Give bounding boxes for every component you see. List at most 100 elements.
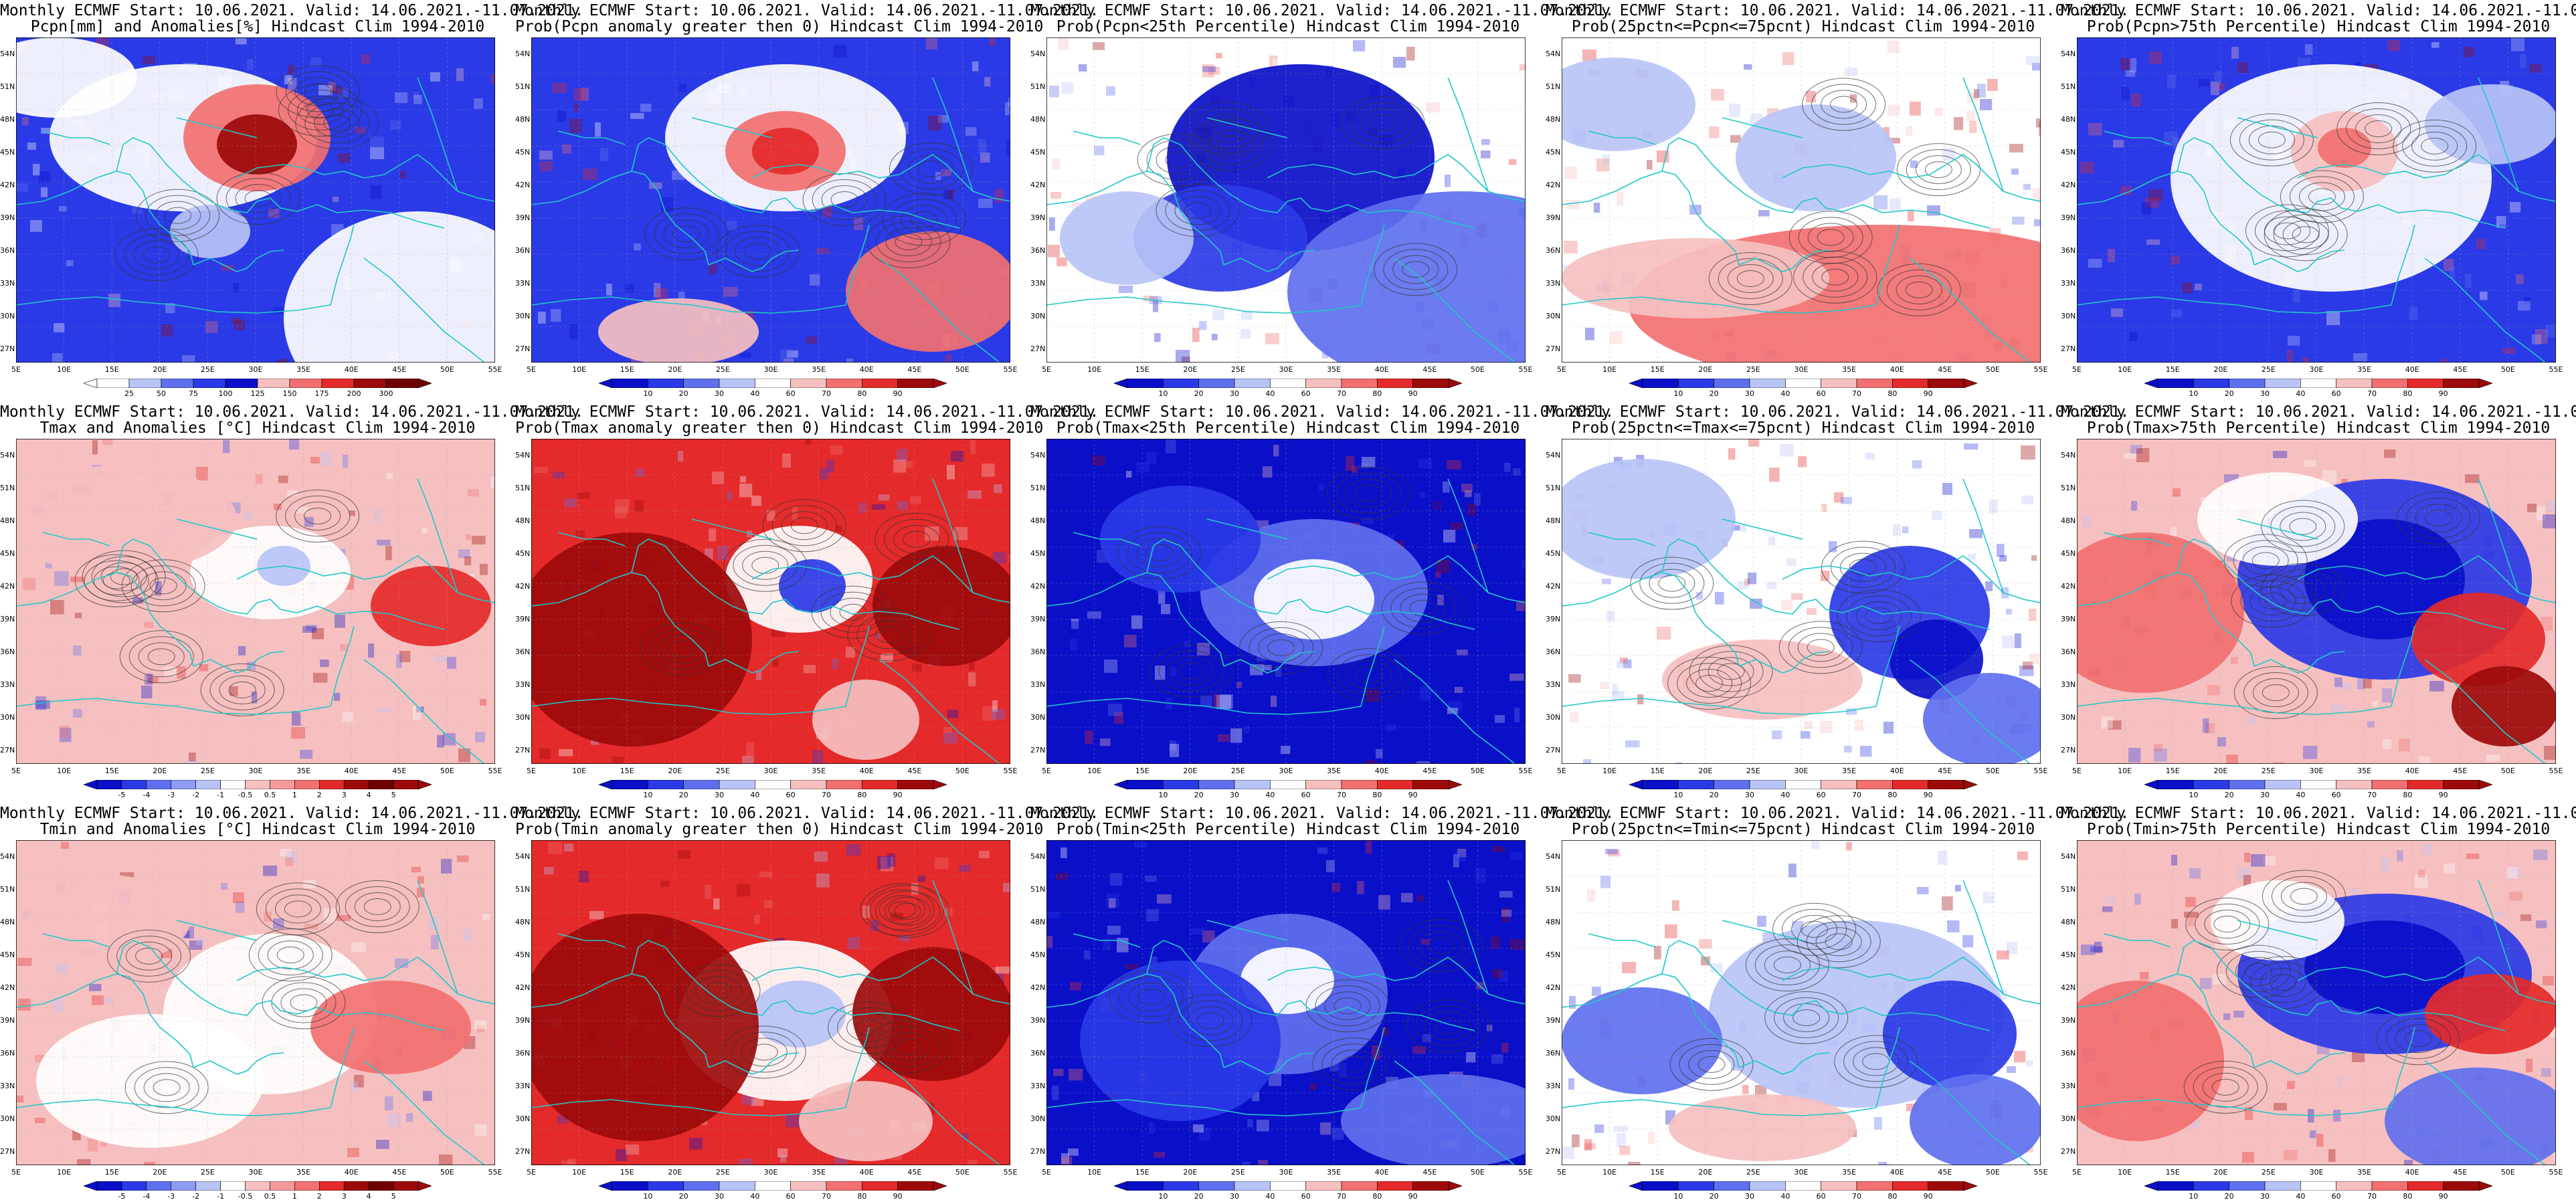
lat-label: 30N [1030,713,1046,722]
lon-label: 35E [296,365,311,374]
panel-title-line2: Prob(Tmax<25th Percentile) Hindcast Clim… [1056,419,1520,437]
lon-label: 45E [2453,767,2468,775]
map-canvas [2077,439,2556,764]
colorbar-tick-label: 60 [1301,791,1311,799]
lat-label: 45N [2061,950,2076,959]
lat-label: 39N [1546,1016,1561,1025]
lat-label: 54N [515,852,531,861]
lon-label: 45E [1938,767,1952,775]
lat-label: 54N [1030,451,1046,460]
lat-label: 51N [2061,484,2076,492]
colorbar-tick-label: 30 [2260,389,2270,398]
lon-label: 35E [812,767,826,775]
lat-label: 51N [2061,82,2076,91]
colorbar-tick-label: 60 [786,1192,796,1201]
colorbar-ticks: 10 20 30 40 60 70 80 90 [2144,791,2492,800]
lon-label: 20E [668,1168,682,1177]
lon-label: 50E [440,365,454,374]
lat-label: 45N [515,549,531,558]
lon-label: 15E [620,767,634,775]
lon-label: 55E [1003,1168,1018,1177]
colorbar-svg [84,780,432,789]
lon-label: 15E [104,767,119,775]
colorbar-tick-label: 20 [1194,791,1204,799]
lat-label: 48N [1546,516,1561,525]
colorbar-svg [84,379,432,388]
lat-label: 30N [0,1114,15,1123]
lon-label: 30E [2309,1168,2324,1177]
lat-label: 33N [2061,1082,2076,1090]
colorbar-tick-label: 70 [822,389,831,398]
lon-label: 55E [488,1168,502,1177]
lat-label: 39N [515,213,531,222]
lat-label: 30N [515,312,531,320]
lat-label: 39N [2061,1016,2076,1025]
panel-title-line1: Monthly ECMWF Start: 10.06.2021. Valid: … [0,805,584,822]
lat-label: 48N [2061,115,2076,124]
colorbar-tick-label: -1 [217,1192,225,1201]
colorbar-tick-label: 30 [715,389,724,398]
lat-label: 54N [1030,852,1046,861]
lat-label: 39N [2061,615,2076,623]
lat-label: 36N [2061,1049,2076,1058]
lon-label: 35E [2357,365,2372,374]
panel-title-line1: Monthly ECMWF Start: 10.06.2021. Valid: … [2061,2,2576,19]
colorbar-tick-label: 70 [2367,791,2377,799]
lon-label: 50E [955,365,970,374]
panel-title-line2: Prob(Pcpn>75th Percentile) Hindcast Clim… [2086,18,2551,35]
map-canvas [1562,439,2041,764]
colorbar-tick-label: 70 [822,791,831,799]
lat-label: 36N [1546,1049,1561,1058]
lon-label: 20E [2213,1168,2228,1177]
map-svg [1046,439,1526,764]
lon-label: 10E [572,1168,587,1177]
lon-label: 35E [1327,1168,1342,1177]
lat-label: 48N [1546,115,1561,124]
colorbar-tick-label: 3 [341,791,347,799]
colorbar-tick-label: 60 [786,389,796,398]
lat-label: 39N [1030,1016,1046,1025]
lat-label: 30N [2061,312,2076,320]
lon-label: 40E [859,1168,874,1177]
lon-label: 40E [1890,767,1904,775]
map-svg [16,37,495,363]
lon-label: 5E [11,1168,21,1177]
panel-title-line2: Prob(Pcpn<25th Percentile) Hindcast Clim… [1056,18,1520,35]
lon-label: 50E [2500,767,2515,775]
lat-label: 27N [0,1147,15,1156]
colorbar-tick-label: 10 [1673,791,1683,799]
lat-label: 33N [0,680,15,689]
lat-label: 54N [2061,852,2076,861]
lon-label: 25E [715,365,730,374]
panel-title-line2: Prob(Tmin<25th Percentile) Hindcast Clim… [1056,821,1520,838]
colorbar-tick-label: 80 [1888,1192,1898,1201]
lon-label: 50E [1985,1168,2000,1177]
lon-label: 45E [1422,767,1437,775]
colorbar-ticks: 10 20 30 40 60 70 80 90 [1114,1192,1462,1201]
lon-label: 15E [2165,365,2180,374]
lon-label: 35E [1327,767,1342,775]
lat-label: 54N [515,49,531,58]
lon-label: 20E [1183,1168,1198,1177]
lat-label: 30N [0,713,15,722]
panel-title-line1: Monthly ECMWF Start: 10.06.2021. Valid: … [2061,403,2576,421]
lon-label: 45E [907,767,922,775]
lon-label: 25E [1230,1168,1245,1177]
panel-title-line2: Prob(25pctn<=Tmax<=75pcnt) Hindcast Clim… [1571,419,2035,437]
lat-label: 33N [1030,1082,1046,1090]
colorbar-tick-label: 30 [715,791,724,799]
panel-title-line1: Monthly ECMWF Start: 10.06.2021. Valid: … [1030,805,1615,822]
lat-label: 42N [1546,582,1561,591]
colorbar-ticks: 10 20 30 40 60 70 80 90 [1629,1192,1977,1201]
colorbar-tick-label: 80 [2403,389,2413,398]
colorbar-tick-label: 30 [1745,1192,1754,1201]
colorbar-ticks: 10 20 30 40 60 70 80 90 [599,389,947,399]
lon-label: 25E [715,767,730,775]
panel-title-line1: Monthly ECMWF Start: 10.06.2021. Valid: … [515,403,1099,421]
lat-label: 51N [2061,885,2076,894]
colorbar-ticks: 10 20 30 40 60 70 80 90 [599,1192,947,1201]
colorbar-tick-label: 40 [750,389,760,398]
panel-title-line1: Monthly ECMWF Start: 10.06.2021. Valid: … [1030,403,1615,421]
colorbar-tick-label: 30 [1230,1192,1239,1201]
colorbar-tick-label: 20 [678,791,688,799]
